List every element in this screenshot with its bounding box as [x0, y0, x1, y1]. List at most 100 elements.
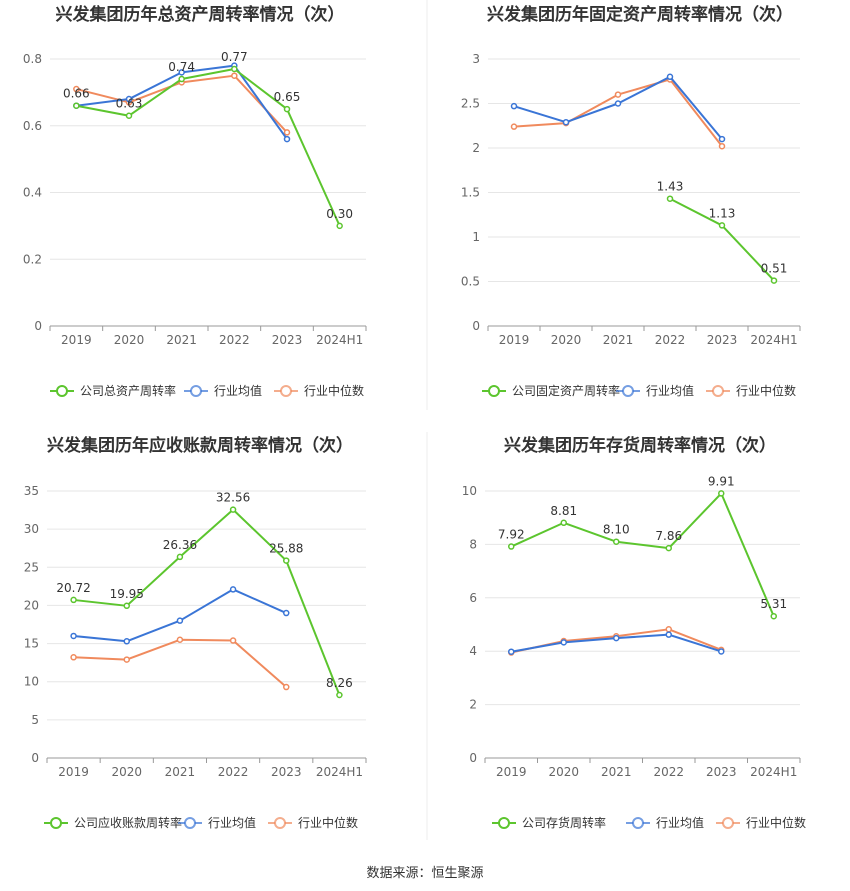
y-tick-label: 0	[31, 751, 39, 765]
data-point-company	[718, 222, 726, 229]
legend-label: 公司存货周转率	[522, 815, 606, 830]
y-tick-label: 4	[469, 644, 477, 658]
legend-marker	[712, 385, 724, 397]
data-point-company	[770, 612, 777, 620]
x-tick-label: 2023	[706, 765, 737, 779]
x-tick-label: 2021	[601, 765, 632, 779]
y-tick-label: 0.8	[23, 52, 42, 66]
data-label: 0.66	[63, 87, 90, 101]
data-point-company	[613, 538, 620, 545]
series-line-avg	[73, 588, 287, 643]
data-label: 32.56	[216, 491, 250, 505]
legend-label: 行业中位数	[298, 815, 358, 830]
legend-item-median: 行业中位数	[716, 815, 806, 830]
data-label: 0.51	[761, 262, 788, 276]
data-point-avg	[178, 69, 185, 76]
legend-item-avg: 行业均值	[616, 383, 694, 398]
data-point-avg	[123, 638, 130, 645]
y-tick-label: 3	[472, 52, 480, 66]
chart-panel-1: 兴发集团历年总资产周转率情况（次） 0 0.2 0.4 0.6 0.8 2019 2020 20…	[23, 4, 367, 398]
series-line-company	[510, 492, 775, 617]
chart-title: 兴发集团历年总资产周转率情况（次）	[56, 4, 345, 25]
data-point-company	[73, 102, 80, 109]
x-tick-label: 2021	[165, 765, 196, 779]
data-point-company	[336, 222, 343, 230]
y-tick-label: 0.2	[23, 252, 42, 266]
legend-item-avg: 行业均值	[626, 815, 704, 830]
x-tick-label: 2022	[218, 765, 249, 779]
data-point-company	[508, 543, 515, 550]
x-tick-label: 2023	[707, 333, 738, 347]
legend-marker	[190, 385, 202, 397]
data-label: 0.65	[274, 90, 301, 104]
data-point-median	[73, 85, 80, 93]
y-tick-label: 20	[24, 598, 39, 612]
data-point-company	[231, 65, 238, 73]
x-tick-label: 2024H1	[750, 333, 797, 347]
y-tick-label: 15	[24, 637, 39, 651]
legend-item-avg: 行业均值	[184, 383, 262, 398]
legend-marker	[280, 385, 292, 397]
x-tick-label: 2020	[548, 765, 579, 779]
chart-panel-3: 兴发集团历年应收账款周转率情况（次） 0 5 10 15 20 25 30 35 2019 2020…	[24, 435, 367, 830]
data-point-company	[229, 506, 237, 513]
data-point-median	[176, 636, 184, 644]
series-line-company	[76, 68, 341, 227]
legend-label: 行业均值	[214, 383, 262, 398]
data-label: 0.74	[168, 60, 195, 74]
chart-title: 兴发集团历年存货周转率情况（次）	[504, 435, 776, 456]
data-point-avg	[510, 102, 518, 110]
y-tick-label: 0.4	[23, 186, 42, 200]
legend-marker	[274, 817, 286, 829]
data-point-median	[718, 142, 726, 150]
data-label: 19.95	[110, 587, 144, 601]
data-label: 8.10	[603, 523, 630, 537]
data-label: 7.92	[498, 528, 525, 542]
data-point-avg	[614, 100, 622, 107]
data-point-company	[665, 544, 672, 552]
data-point-company	[336, 691, 343, 699]
y-tick-label: 1.5	[461, 186, 480, 200]
data-point-median	[70, 654, 77, 661]
x-tick-label: 2022	[653, 765, 684, 779]
y-tick-label: 10	[24, 675, 39, 689]
legend-marker	[498, 817, 510, 829]
y-tick-label: 25	[24, 560, 39, 574]
x-tick-label: 2024H1	[750, 765, 797, 779]
x-tick-label: 2022	[219, 333, 250, 347]
data-point-company	[666, 195, 674, 202]
data-point-median	[614, 91, 622, 98]
data-point-company	[770, 277, 778, 284]
data-point-avg	[508, 648, 515, 655]
data-point-median	[229, 637, 237, 644]
y-tick-label: 0	[34, 319, 42, 333]
legend-marker	[56, 385, 68, 397]
legend-label: 公司应收账款周转率	[74, 815, 182, 830]
legend-label: 行业均值	[646, 383, 694, 398]
data-point-avg	[666, 73, 674, 81]
data-point-company	[125, 112, 133, 119]
data-point-median	[283, 129, 291, 136]
data-point-median	[283, 683, 290, 691]
series-line-median	[73, 638, 287, 688]
legend-item-median: 行业中位数	[274, 383, 364, 398]
legend-item-median: 行业中位数	[706, 383, 796, 398]
data-label: 26.36	[163, 538, 197, 552]
data-source: 数据来源：恒生聚源	[366, 866, 484, 881]
y-tick-label: 30	[24, 522, 39, 536]
y-tick-label: 1	[472, 230, 480, 244]
data-point-median	[510, 123, 518, 130]
data-point-avg	[718, 135, 726, 143]
x-tick-label: 2019	[499, 333, 530, 347]
data-label: 8.26	[326, 676, 353, 690]
y-tick-label: 5	[31, 713, 39, 727]
x-tick-label: 2023	[271, 765, 302, 779]
data-point-avg	[718, 648, 725, 655]
data-point-company	[560, 519, 567, 527]
x-tick-label: 2019	[58, 765, 89, 779]
x-tick-label: 2024H1	[316, 765, 363, 779]
legend-label: 公司固定资产周转率	[512, 383, 620, 398]
legend-item-company: 公司固定资产周转率	[482, 383, 620, 398]
data-point-company	[283, 557, 290, 564]
legend-item-median: 行业中位数	[268, 815, 358, 830]
